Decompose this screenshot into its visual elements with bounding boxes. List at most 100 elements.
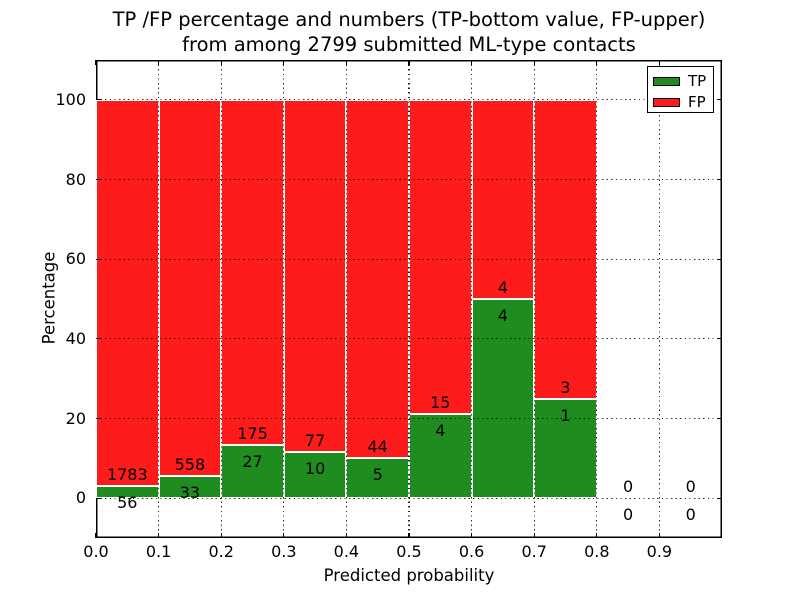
tp-color-patch-icon [653, 77, 680, 86]
fp-bar-segment [96, 99, 159, 487]
plot-area [95, 60, 722, 538]
axis-tick [717, 258, 722, 260]
axis-tick [95, 533, 97, 538]
gridline-vertical [658, 60, 660, 538]
axis-tick [220, 533, 222, 538]
fp-count-label: 0 [685, 477, 696, 497]
axis-tick [596, 60, 598, 65]
axis-tick [96, 258, 101, 260]
tp-count-label: 56 [117, 493, 138, 513]
gridline-vertical [596, 60, 598, 538]
x-tick-label: 0.0 [83, 542, 109, 561]
tp-count-label: 27 [242, 451, 263, 471]
y-tick-label: 60 [65, 249, 86, 269]
x-tick-label: 0.5 [396, 542, 422, 561]
gridline-vertical [220, 60, 222, 538]
gridline-vertical [408, 60, 410, 538]
axis-tick [96, 178, 101, 181]
axis-tick [345, 533, 347, 538]
axis-tick [283, 60, 285, 65]
gridline-horizontal [96, 417, 722, 420]
fp-count-label: 3 [560, 377, 571, 397]
gridline-horizontal [96, 497, 722, 499]
axis-tick [658, 60, 660, 65]
tp-count-label: 0 [623, 505, 634, 525]
fp-count-label: 175 [237, 423, 268, 443]
y-tick-label: 40 [65, 328, 86, 348]
fp-bar-segment [158, 99, 222, 476]
fp-bar-segment [409, 99, 472, 415]
axis-tick [596, 533, 598, 538]
axis-tick [158, 533, 160, 538]
fp-count-label: 0 [623, 477, 634, 497]
tp-count-label: 4 [497, 306, 508, 326]
gridline-horizontal [96, 178, 722, 181]
legend-item-label: FP [688, 93, 706, 111]
axis-tick [533, 533, 535, 538]
legend: TP FP [647, 66, 714, 113]
axis-tick [717, 497, 722, 499]
tp-count-label: 1 [560, 405, 571, 425]
x-tick-label: 0.1 [145, 542, 172, 561]
axis-tick [533, 60, 535, 65]
axis-tick [283, 533, 285, 538]
axis-tick [220, 60, 222, 65]
tp-count-label: 33 [179, 482, 201, 502]
y-tick-label: 100 [55, 89, 86, 109]
gridline-horizontal [96, 99, 722, 101]
gridline-vertical [471, 60, 473, 538]
gridline-horizontal [96, 258, 722, 260]
tp-bar-segment [471, 299, 535, 499]
fp-count-label: 1783 [106, 465, 148, 485]
chart-title: TP /FP percentage and numbers (TP-bottom… [96, 7, 722, 57]
gridline-vertical [345, 60, 347, 538]
gridline-vertical [158, 60, 160, 538]
x-tick-label: 0.3 [271, 542, 297, 561]
fp-count-label: 558 [174, 454, 206, 474]
chart-title-line1: TP /FP percentage and numbers (TP-bottom… [112, 8, 706, 31]
fp-bar-segment [534, 99, 597, 399]
x-tick-label: 0.9 [646, 542, 673, 561]
axis-tick [96, 497, 101, 499]
axis-tick [471, 60, 473, 65]
y-tick-label: 80 [65, 169, 86, 189]
gridline-horizontal [96, 338, 722, 340]
gridline-vertical [533, 60, 535, 538]
legend-item-label: TP [688, 72, 707, 90]
tp-count-label: 10 [304, 459, 326, 479]
x-tick-label: 0.7 [521, 542, 547, 561]
fp-count-label: 44 [367, 436, 388, 456]
tp-count-label: 5 [372, 464, 383, 484]
axis-tick [717, 178, 722, 181]
x-tick-label: 0.2 [208, 542, 234, 561]
legend-item-fp: FP [648, 92, 713, 113]
axis-tick [658, 533, 660, 538]
axis-tick [471, 533, 473, 538]
x-axis-label: Predicted probability [323, 566, 495, 585]
x-tick-label: 0.8 [584, 542, 610, 561]
axis-tick [96, 338, 101, 340]
y-tick-label: 20 [65, 408, 86, 428]
x-tick-label: 0.6 [458, 542, 485, 561]
axis-tick [408, 533, 410, 538]
fp-bar-segment [283, 99, 347, 453]
fp-count-label: 4 [497, 278, 508, 298]
chart-title-line2: from among 2799 submitted ML-type contac… [182, 33, 636, 56]
fp-count-label: 15 [430, 393, 451, 413]
axis-tick [717, 417, 722, 420]
axis-tick [158, 60, 160, 65]
axis-tick [96, 99, 101, 101]
fp-bar-segment [346, 99, 409, 458]
fp-count-label: 77 [304, 431, 326, 451]
y-tick-label: 0 [75, 488, 86, 508]
tp-count-label: 0 [685, 505, 696, 525]
legend-item-tp: TP [648, 71, 713, 92]
fp-bar-segment [221, 99, 284, 445]
axis-tick [345, 60, 347, 65]
gridline-vertical [283, 60, 285, 538]
axis-tick [717, 99, 722, 101]
axis-tick [95, 60, 97, 65]
axis-tick [96, 417, 101, 420]
fp-color-patch-icon [653, 98, 680, 107]
